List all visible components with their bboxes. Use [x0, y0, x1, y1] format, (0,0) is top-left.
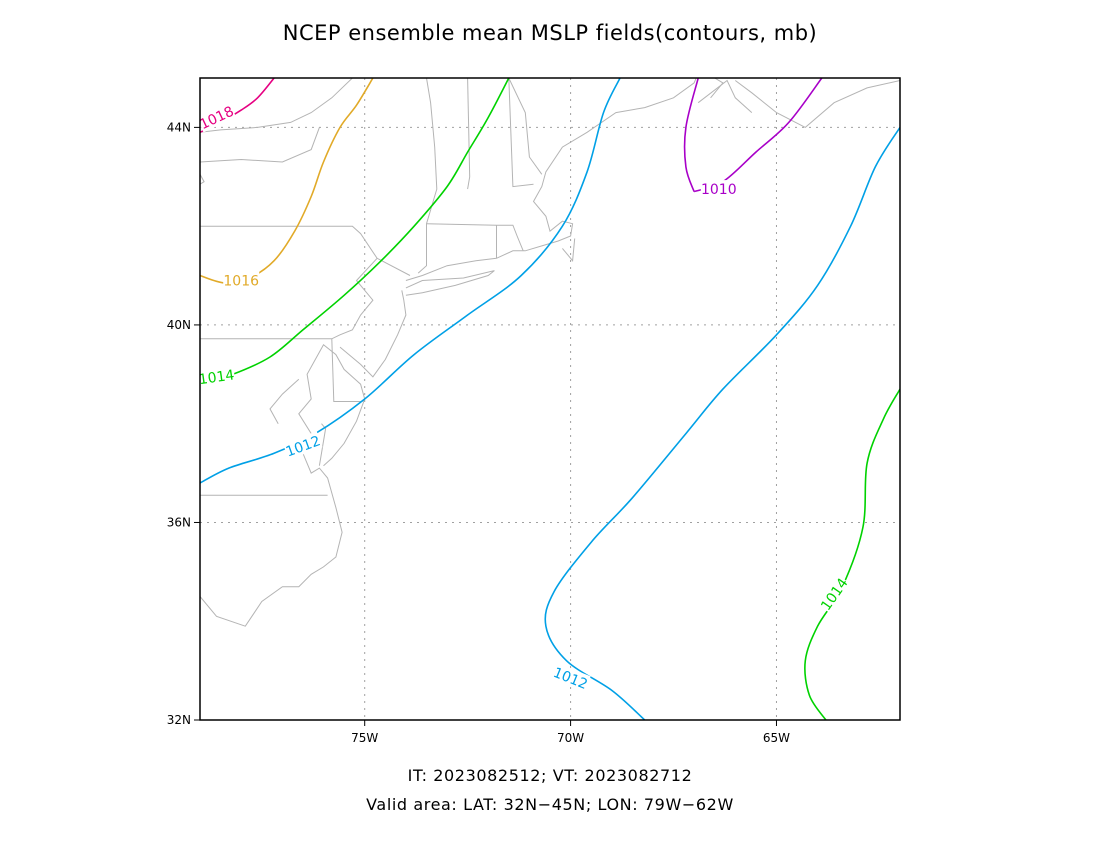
coastline	[200, 174, 205, 185]
contour-label: 1012	[284, 433, 323, 460]
map-title: NCEP ensemble mean MSLP fields(contours,…	[283, 21, 817, 45]
y-tick-label: 32N	[167, 713, 191, 727]
contour-label-group: 1012	[282, 431, 323, 460]
contour-label-group: 1016	[223, 271, 260, 290]
x-tick-label: 70W	[557, 731, 584, 745]
state-border	[318, 423, 327, 466]
state-border	[467, 78, 471, 190]
contour-label-bg	[196, 101, 237, 133]
coastline	[405, 270, 495, 296]
coastline	[200, 343, 366, 627]
contour-label-bg	[550, 662, 591, 693]
contour-label-group: 1018	[196, 101, 237, 133]
contour-label-bg	[816, 574, 851, 614]
state-border	[426, 223, 524, 251]
state-border	[200, 225, 411, 276]
coastline	[339, 290, 407, 378]
contour-lines	[200, 78, 900, 720]
grid-lines	[200, 78, 900, 720]
contour-label-bg	[223, 271, 260, 289]
coastline	[200, 127, 320, 163]
coastline	[735, 80, 900, 128]
x-tick-label: 65W	[763, 731, 790, 745]
y-tick-label: 44N	[167, 120, 191, 134]
coastline	[562, 238, 576, 262]
state-border	[417, 78, 438, 274]
coastline	[405, 78, 697, 281]
contour-label-group: 1014	[197, 365, 235, 388]
x-tick-label: 75W	[351, 731, 378, 745]
coastline	[697, 79, 753, 113]
contour-label-group: 1010	[700, 180, 737, 198]
contour-1012	[544, 126, 900, 720]
state-border	[508, 78, 543, 175]
contour-label-bg	[700, 180, 737, 198]
contour-label: 1016	[223, 274, 259, 290]
y-tick-label: 40N	[167, 318, 191, 332]
map-frame	[199, 77, 901, 721]
coastline	[200, 78, 353, 133]
contour-label-bg	[282, 431, 323, 460]
axis-ticks: 75W 70W 65W 32N 36N 40N 44N	[167, 120, 790, 745]
contour-1014	[200, 78, 510, 385]
footer-time-info: IT: 2023082512; VT: 2023082712	[408, 766, 693, 785]
coastline	[710, 78, 724, 99]
coastlines-and-borders	[200, 78, 900, 627]
contour-1010	[683, 78, 699, 192]
footer-area-info: Valid area: LAT: 32N−45N; LON: 79W−62W	[366, 795, 734, 814]
state-border	[508, 78, 534, 188]
contour-label: 1010	[701, 182, 737, 198]
contour-label-group: 1014	[816, 574, 852, 614]
contour-label: 1014	[198, 367, 236, 388]
contour-label-bg	[197, 365, 236, 388]
contour-1014	[804, 388, 900, 720]
contour-1012	[200, 78, 621, 484]
state-border	[331, 338, 363, 402]
state-border	[200, 257, 378, 340]
state-border	[269, 378, 300, 424]
y-tick-label: 36N	[167, 515, 191, 529]
